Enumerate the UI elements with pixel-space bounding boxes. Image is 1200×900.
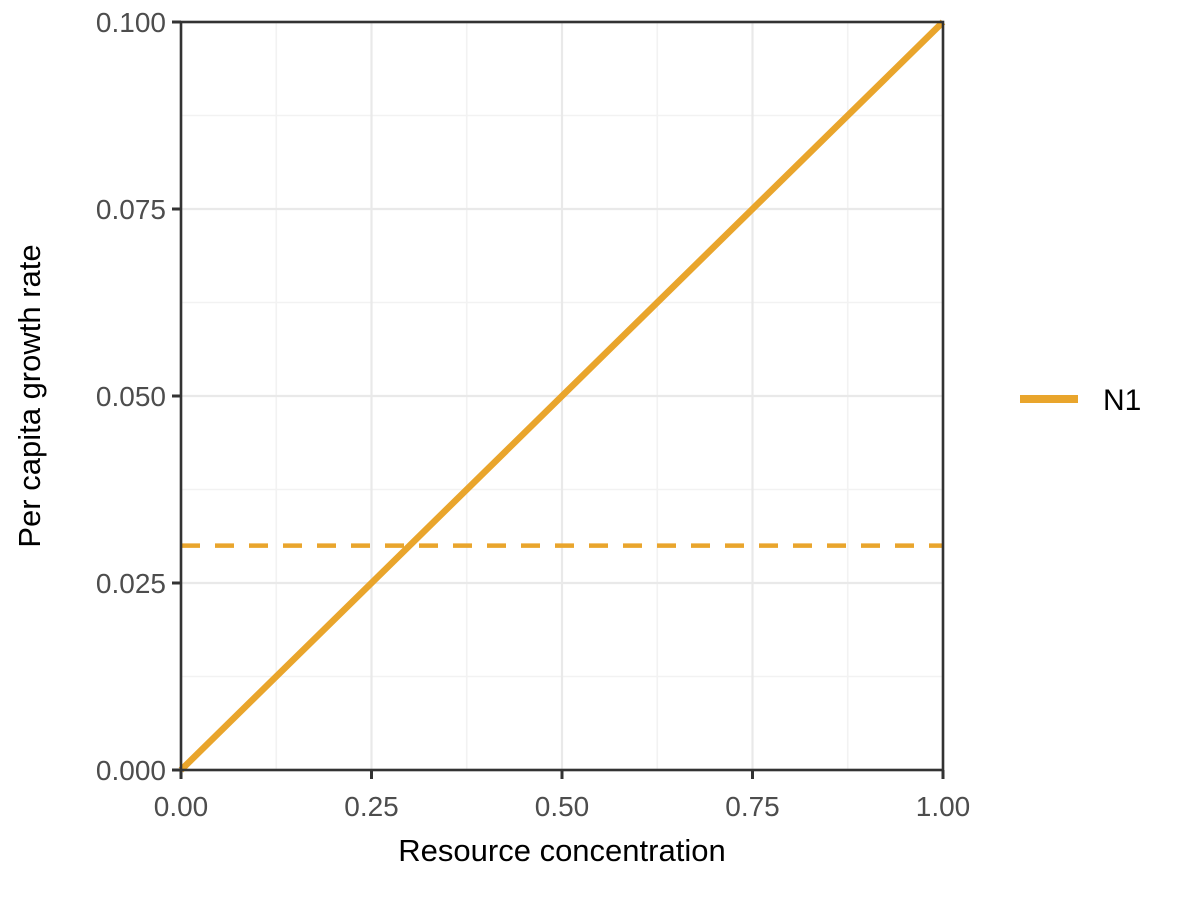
legend: N1 bbox=[1020, 384, 1141, 417]
x-tick-label: 0.00 bbox=[154, 791, 209, 822]
x-tick-label: 0.50 bbox=[535, 791, 590, 822]
y-tick-label: 0.025 bbox=[96, 568, 166, 599]
x-tick-label: 0.25 bbox=[344, 791, 399, 822]
data-layer bbox=[178, 19, 946, 773]
x-tick-label: 1.00 bbox=[916, 791, 971, 822]
y-tick-label: 0.100 bbox=[96, 7, 166, 38]
tick-label-layer: 0.00 0.25 0.50 0.75 1.00 0.000 0.025 0.050 0.075… bbox=[96, 7, 970, 822]
y-tick-label: 0.075 bbox=[96, 194, 166, 225]
y-tick-label: 0.000 bbox=[96, 755, 166, 786]
y-axis-title: Per capita growth rate bbox=[12, 244, 47, 547]
frame-layer bbox=[172, 20, 945, 779]
y-tick-label: 0.050 bbox=[96, 381, 166, 412]
x-axis-title: Resource concentration bbox=[398, 833, 725, 868]
series-line-n1 bbox=[178, 19, 946, 773]
x-tick-label: 0.75 bbox=[725, 791, 780, 822]
legend-label-n1: N1 bbox=[1103, 384, 1141, 417]
